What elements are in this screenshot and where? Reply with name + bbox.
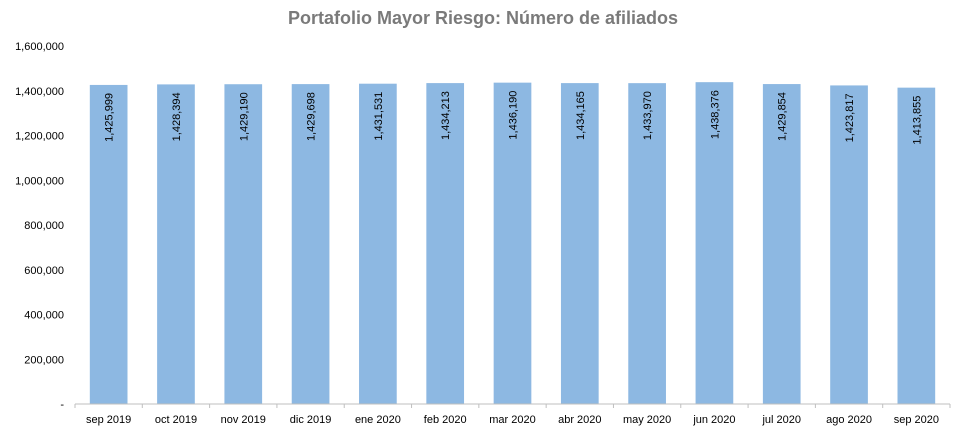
data-label: 1,423,817: [844, 93, 856, 142]
x-axis: sep 2019 oct 2019 nov 2019 dic 2019 ene 2020…: [74, 404, 951, 426]
bar: [89, 84, 128, 404]
y-tick-label: 1,000,000: [15, 175, 64, 187]
x-tick-label: abr 2020: [558, 414, 601, 426]
x-tick-label: dic 2019: [290, 414, 332, 426]
bar: [628, 83, 666, 404]
data-label: 1,431,531: [373, 92, 385, 141]
x-tick-label: nov 2019: [221, 414, 266, 426]
x-tick-label: sep 2019: [86, 414, 131, 426]
bar: [493, 82, 532, 404]
x-tick-label: jun 2020: [692, 414, 735, 426]
bar: [359, 83, 397, 404]
data-label: 1,433,970: [642, 91, 654, 140]
bar: [291, 84, 330, 404]
y-tick-label: 400,000: [24, 310, 64, 322]
bar: [762, 84, 801, 405]
data-label: 1,436,190: [508, 91, 520, 140]
data-label: 1,428,394: [171, 92, 183, 141]
bar: [426, 83, 465, 404]
bar: [157, 84, 195, 404]
chart-title: Portafolio Mayor Riesgo: Número de afili…: [287, 8, 679, 28]
bar: [224, 84, 263, 404]
data-label: 1,434,165: [575, 91, 587, 140]
bar-series: [89, 82, 936, 405]
y-tick-label: 200,000: [24, 354, 64, 366]
x-tick-label: mar 2020: [489, 414, 535, 426]
x-tick-label: jul 2020: [761, 414, 801, 426]
x-tick-label: oct 2019: [155, 414, 197, 426]
data-label: 1,425,999: [104, 93, 116, 142]
data-labels: 1,425,999 1,428,394 1,429,190 1,429,698 1,43…: [104, 90, 924, 144]
x-tick-label: feb 2020: [424, 414, 467, 426]
x-tick-label: may 2020: [623, 414, 671, 426]
y-tick-label: 1,200,000: [15, 131, 64, 143]
y-tick-label: 800,000: [24, 220, 64, 232]
bar: [695, 82, 734, 405]
y-tick-label: 1,600,000: [15, 41, 64, 53]
bar: [897, 87, 936, 405]
bar: [830, 85, 868, 404]
x-tick-label: ago 2020: [826, 414, 872, 426]
y-tick-label: 600,000: [24, 265, 64, 277]
data-label: 1,434,213: [440, 91, 452, 140]
y-tick-label: -: [60, 399, 64, 411]
bar: [560, 83, 599, 404]
data-label: 1,429,190: [238, 92, 250, 141]
data-label: 1,413,855: [911, 96, 923, 145]
data-label: 1,429,854: [777, 92, 789, 141]
y-tick-label: 1,400,000: [15, 86, 64, 98]
x-tick-label: sep 2020: [894, 414, 939, 426]
y-axis: - 200,000 400,000 600,000 800,000 1,000,000 1,…: [15, 41, 64, 411]
data-label: 1,429,698: [306, 92, 318, 141]
data-label: 1,438,376: [709, 90, 721, 139]
x-tick-label: ene 2020: [355, 414, 401, 426]
